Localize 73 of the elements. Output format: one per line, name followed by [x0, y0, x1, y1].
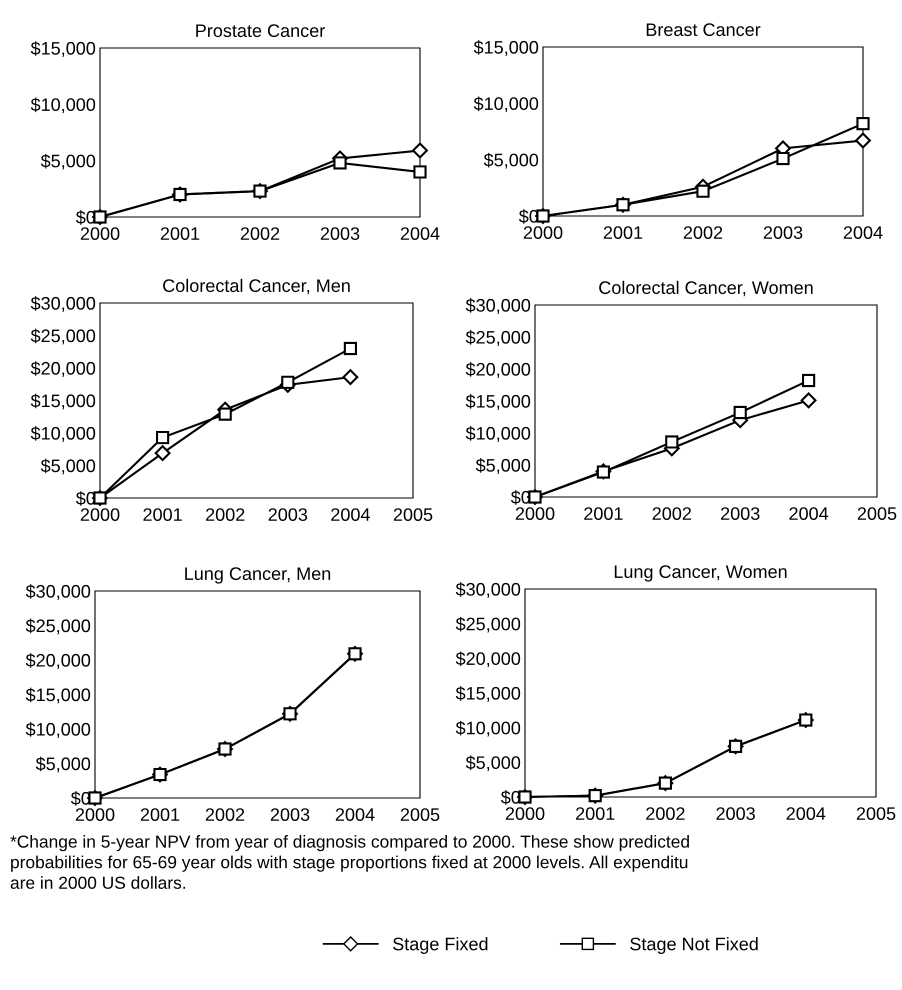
y-tick-label: $25,000 — [26, 618, 90, 634]
x-tick-label: 2003 — [268, 508, 308, 521]
y-tick-label: $5,000 — [40, 154, 96, 170]
x-tick-label: 2000 — [80, 227, 120, 240]
x-tick-label: 2001 — [604, 226, 642, 239]
y-tick-label: $10,000 — [30, 98, 96, 114]
x-tick-label: 2000 — [80, 508, 120, 521]
y-tick-label: $15,000 — [26, 688, 90, 704]
y-tick-label: $30,000 — [456, 582, 520, 598]
x-tick-label: 2004 — [331, 508, 370, 521]
x-tick-label: 2003 — [320, 227, 360, 240]
text: *Change in 5-year NPV from year of diagnosis compared to 2000. These show predicted probabilities for 65-69 year olds with stage proportions fixed at 2000 levels. All expenditu are in 2000 US dollars. — [10, 835, 689, 889]
x-tick-label: 2005 — [394, 508, 432, 521]
x-tick-label: 2004 — [789, 507, 828, 520]
chart-title: Prostate Cancer — [196, 24, 325, 38]
y-tick-label: $25,000 — [30, 328, 96, 344]
y-tick-label: $5,000 — [40, 458, 96, 474]
y-tick-label: $25,000 — [456, 616, 520, 633]
x-tick-label: 2000 — [76, 808, 114, 821]
y-tick-label: $15,000 — [456, 686, 520, 702]
x-tick-label: 2002 — [652, 507, 691, 520]
x-tick-label: 2002 — [646, 807, 685, 820]
x-tick-label: 2005 — [856, 807, 896, 820]
y-tick-label: $20,000 — [30, 361, 96, 377]
x-tick-label: 2000 — [524, 226, 562, 239]
y-tick-label: $20,000 — [26, 653, 90, 669]
x-tick-label: 2001 — [584, 507, 623, 520]
x-tick-label: 2004 — [336, 808, 375, 821]
chart-title: Breast Cancer — [646, 23, 760, 36]
x-tick-label: 2002 — [206, 808, 244, 821]
x-tick-label: 2002 — [206, 508, 244, 521]
y-tick-label: $10,000 — [474, 96, 538, 112]
x-tick-label: 2003 — [716, 807, 755, 820]
y-tick-label: $15,000 — [30, 394, 96, 410]
x-tick-label: 2004 — [786, 807, 826, 820]
x-tick-label: 2003 — [721, 507, 760, 520]
legend-label: Stage Not Fixed — [630, 937, 758, 954]
x-tick-label: 2002 — [684, 226, 722, 239]
x-tick-label: 2000 — [506, 807, 544, 820]
x-tick-label: 2005 — [858, 507, 896, 520]
x-tick-label: 2004 — [844, 226, 883, 239]
x-tick-label: 2005 — [400, 808, 440, 821]
x-tick-label: 2001 — [140, 808, 180, 821]
x-tick-label: 2004 — [400, 227, 440, 240]
y-tick-label: $10,000 — [456, 720, 520, 737]
x-tick-label: 2000 — [516, 507, 554, 520]
chart-title: Lung Cancer, Men — [185, 567, 330, 584]
y-tick-label: $10,000 — [30, 426, 96, 442]
x-tick-label: 2003 — [270, 808, 310, 821]
y-tick-label: $10,000 — [466, 426, 530, 442]
y-tick-label: $15,000 — [30, 41, 96, 57]
y-tick-label: $15,000 — [474, 40, 538, 56]
y-tick-label: $15,000 — [466, 394, 530, 410]
y-tick-label: $20,000 — [466, 362, 530, 378]
y-tick-label: $5,000 — [466, 756, 520, 772]
y-tick-label: $10,000 — [26, 722, 90, 738]
chart-title: Colorectal Cancer, Women — [599, 280, 813, 296]
legend-label: Stage Fixed — [393, 937, 488, 954]
y-tick-label: $5,000 — [36, 756, 90, 772]
chart-title: Colorectal Cancer, Men — [163, 278, 350, 294]
y-tick-label: $30,000 — [30, 296, 96, 312]
x-tick-label: 2001 — [160, 227, 200, 240]
y-tick-label: $30,000 — [466, 298, 530, 314]
y-tick-label: $25,000 — [466, 330, 530, 346]
y-tick-label: $5,000 — [484, 152, 538, 169]
y-tick-label: $20,000 — [456, 652, 520, 668]
x-tick-label: 2001 — [143, 508, 182, 521]
y-tick-label: $30,000 — [26, 584, 90, 600]
chart-title: Lung Cancer, Women — [614, 565, 786, 582]
y-tick-label: $5,000 — [476, 458, 530, 474]
x-tick-label: 2001 — [576, 807, 614, 820]
x-tick-label: 2003 — [764, 226, 802, 239]
x-tick-label: 2002 — [240, 227, 280, 240]
